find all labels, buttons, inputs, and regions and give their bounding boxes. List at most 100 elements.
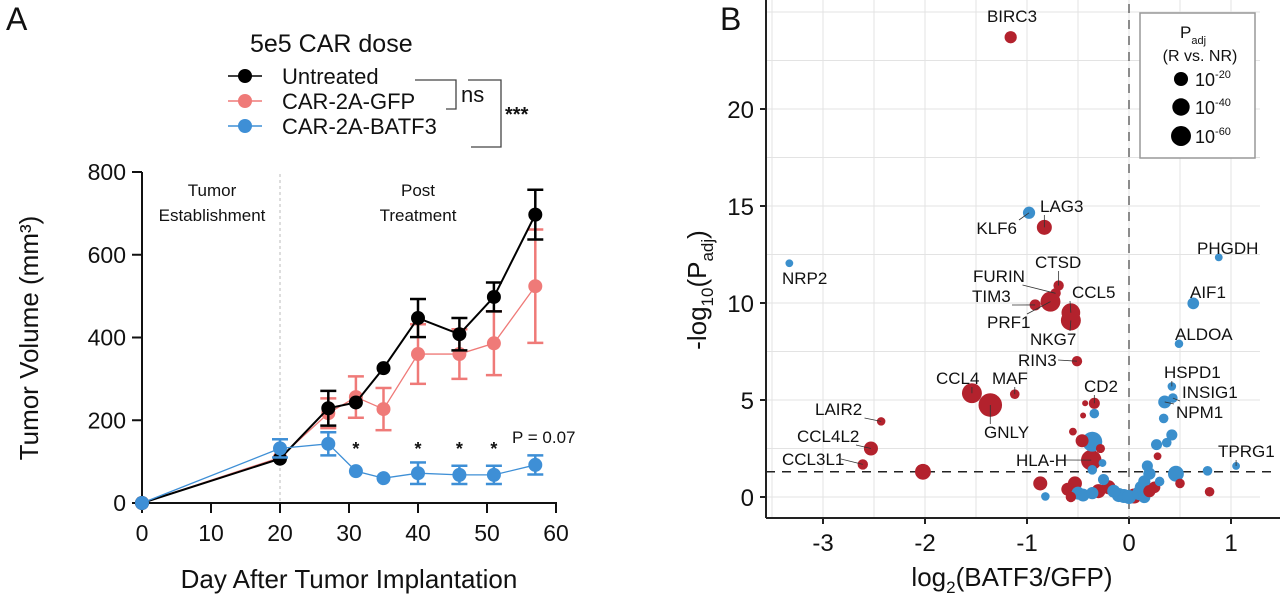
y-tick-label-b: 20 bbox=[727, 97, 754, 124]
x-tick-label-a: 20 bbox=[267, 520, 293, 546]
point-gene bbox=[1167, 465, 1184, 482]
x-tick-label-a: 30 bbox=[336, 520, 362, 546]
x-axis-title-a: Day After Tumor Implantation bbox=[181, 564, 518, 594]
size-legend: Padj(R vs. NR) 10-20 10-40 10-60 bbox=[1139, 12, 1256, 159]
size-legend-marker bbox=[1171, 126, 1191, 146]
gene-label: FURIN bbox=[973, 267, 1025, 286]
gene-label: HLA-H bbox=[1016, 451, 1067, 470]
legend-marker bbox=[238, 69, 252, 83]
point-PHGDH bbox=[1214, 253, 1223, 262]
data-point bbox=[486, 289, 501, 304]
point-gene bbox=[1086, 487, 1099, 500]
data-point bbox=[486, 467, 501, 482]
gene-label: NRP2 bbox=[782, 269, 827, 288]
data-point bbox=[411, 466, 425, 481]
gene-label: HSPD1 bbox=[1164, 363, 1221, 382]
point-gene bbox=[1204, 486, 1215, 497]
point-gene bbox=[1153, 452, 1162, 461]
x-tick-label-a: 50 bbox=[474, 520, 500, 546]
data-point bbox=[321, 401, 336, 416]
data-point bbox=[528, 457, 543, 472]
leader-line bbox=[864, 417, 882, 422]
significance-star: * bbox=[414, 439, 421, 459]
size-legend-marker bbox=[1173, 71, 1189, 87]
gene-label: RIN3 bbox=[1018, 351, 1057, 370]
x-tick-label-a: 60 bbox=[543, 520, 569, 546]
y-axis-title-a: Tumor Volume (mm³) bbox=[14, 216, 44, 461]
gene-label: NKG7 bbox=[1030, 330, 1076, 349]
data-point bbox=[348, 395, 363, 410]
y-tick-label-b: 0 bbox=[741, 485, 754, 512]
gene-label: BIRC3 bbox=[987, 7, 1037, 26]
gene-label: CCL5 bbox=[1072, 283, 1115, 302]
point-CCL3L1 bbox=[857, 459, 868, 470]
series-line-CAR-2A-BATF3 bbox=[141, 443, 536, 504]
point-gene bbox=[1098, 459, 1107, 467]
point-gene bbox=[1065, 491, 1077, 503]
leader-line bbox=[855, 444, 872, 449]
point-gene bbox=[1082, 400, 1089, 407]
comparison-label: *** bbox=[505, 104, 529, 126]
gene-label: CCL3L1 bbox=[782, 450, 844, 469]
axes-a: 0 200 400 600 800 0 10 20 30 40 50 60 Tumor Establish… bbox=[88, 159, 569, 546]
x-tick-label-b: -1 bbox=[1016, 530, 1037, 557]
leader-line bbox=[1057, 359, 1078, 362]
y-tick-label-a: 0 bbox=[113, 490, 126, 516]
series-line-Untreated bbox=[141, 214, 537, 504]
phase-label: Post bbox=[401, 181, 435, 200]
legend-marker bbox=[238, 119, 252, 133]
size-legend-label: 10-40 bbox=[1195, 97, 1231, 118]
phase-label: Establishment bbox=[159, 206, 266, 225]
gene-label: CCL4L2 bbox=[797, 427, 859, 446]
leader-line bbox=[1164, 401, 1175, 405]
point-gene bbox=[915, 463, 931, 480]
leader-line bbox=[1069, 320, 1072, 332]
phase-label: Tumor bbox=[188, 181, 237, 200]
leader-line bbox=[1172, 397, 1181, 402]
point-INSIG1 bbox=[1168, 393, 1178, 403]
point-TIM3 bbox=[1029, 299, 1041, 311]
gene-label: NPM1 bbox=[1176, 403, 1223, 422]
legend-title: 5e5 CAR dose bbox=[250, 30, 413, 58]
series-a: * * * * bbox=[135, 188, 544, 510]
data-point bbox=[528, 279, 543, 294]
p-annotation: P = 0.07 bbox=[512, 428, 576, 447]
x-axis-title-b: log2(BATF3/GFP) bbox=[911, 562, 1112, 597]
gene-label: MAF bbox=[992, 369, 1028, 388]
y-tick-label-a: 600 bbox=[88, 242, 126, 268]
gene-label: CD2 bbox=[1084, 377, 1118, 396]
gene-label: INSIG1 bbox=[1182, 383, 1238, 402]
data-point bbox=[376, 402, 391, 417]
phase-label: Treatment bbox=[380, 206, 457, 225]
point-BIRC3 bbox=[1004, 31, 1017, 44]
point-gene bbox=[1033, 476, 1048, 491]
panel-label-a: A bbox=[6, 1, 28, 37]
legend-label: CAR-2A-BATF3 bbox=[282, 114, 437, 139]
y-tick-label-a: 200 bbox=[88, 407, 126, 433]
y-tick-label-b: 5 bbox=[741, 388, 754, 415]
legend-label: Untreated bbox=[282, 64, 379, 89]
point-gene bbox=[1089, 408, 1100, 419]
y-tick-label-b: 10 bbox=[727, 291, 754, 318]
data-point bbox=[411, 347, 425, 362]
x-tick-label-a: 10 bbox=[198, 520, 224, 546]
leader-line bbox=[1022, 284, 1056, 294]
leader-line bbox=[1026, 301, 1051, 315]
point-gene bbox=[1080, 412, 1087, 419]
size-legend-marker bbox=[1172, 98, 1190, 116]
gene-label: TPRG1 bbox=[1218, 442, 1275, 461]
point-gene bbox=[1158, 413, 1169, 424]
gene-label: ALDOA bbox=[1175, 325, 1233, 344]
bracket-triple-star bbox=[468, 79, 502, 148]
panel-label-b: B bbox=[720, 1, 741, 37]
data-point bbox=[376, 471, 391, 486]
size-legend-subtitle: (R vs. NR) bbox=[1163, 48, 1238, 65]
significance-star: * bbox=[490, 439, 497, 459]
point-gene bbox=[1097, 473, 1110, 486]
legend-label: CAR-2A-GFP bbox=[282, 89, 415, 114]
point-gene bbox=[1075, 434, 1089, 448]
size-legend-label: 10-20 bbox=[1195, 69, 1231, 90]
point-gene bbox=[1069, 427, 1077, 436]
point-AIF1 bbox=[1187, 297, 1200, 310]
axes-b: 0 5 10 15 20 -3 -2 -1 0 1 bbox=[727, 0, 1280, 557]
